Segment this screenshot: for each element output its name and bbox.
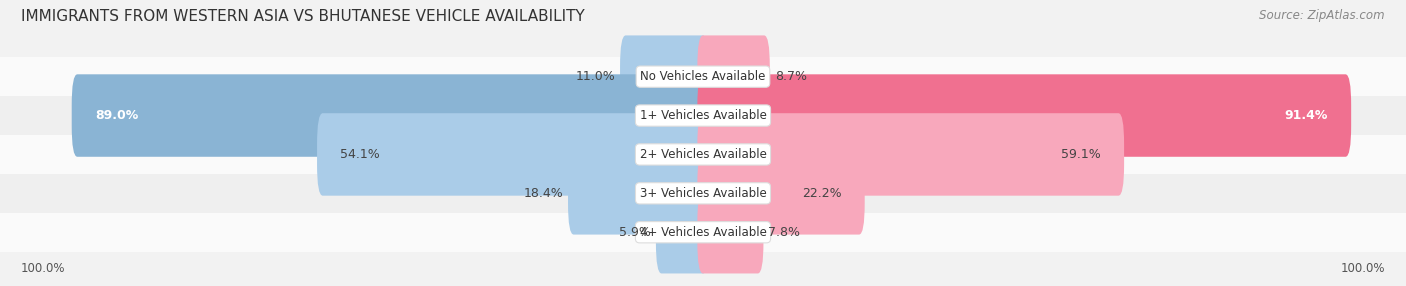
Text: 8.7%: 8.7% [775, 70, 807, 83]
Text: 7.8%: 7.8% [768, 226, 800, 239]
Bar [0, 213, 1406, 252]
FancyBboxPatch shape [697, 35, 770, 118]
Text: 4+ Vehicles Available: 4+ Vehicles Available [640, 226, 766, 239]
Bar [0, 57, 1406, 96]
Bar [0, 135, 1406, 174]
FancyBboxPatch shape [697, 152, 865, 235]
FancyBboxPatch shape [697, 74, 1351, 157]
Text: 2+ Vehicles Available: 2+ Vehicles Available [640, 148, 766, 161]
FancyBboxPatch shape [318, 113, 709, 196]
FancyBboxPatch shape [620, 35, 709, 118]
Text: IMMIGRANTS FROM WESTERN ASIA VS BHUTANESE VEHICLE AVAILABILITY: IMMIGRANTS FROM WESTERN ASIA VS BHUTANES… [21, 9, 585, 23]
Text: 22.2%: 22.2% [801, 187, 841, 200]
Text: 100.0%: 100.0% [1340, 262, 1385, 275]
Text: 11.0%: 11.0% [575, 70, 616, 83]
FancyBboxPatch shape [655, 191, 709, 273]
Text: 3+ Vehicles Available: 3+ Vehicles Available [640, 187, 766, 200]
Text: 18.4%: 18.4% [523, 187, 564, 200]
FancyBboxPatch shape [697, 191, 763, 273]
Text: 5.9%: 5.9% [619, 226, 651, 239]
FancyBboxPatch shape [568, 152, 709, 235]
Bar [0, 174, 1406, 213]
Text: 100.0%: 100.0% [21, 262, 66, 275]
FancyBboxPatch shape [72, 74, 709, 157]
Text: 1+ Vehicles Available: 1+ Vehicles Available [640, 109, 766, 122]
FancyBboxPatch shape [697, 113, 1125, 196]
Text: 91.4%: 91.4% [1285, 109, 1329, 122]
Text: 89.0%: 89.0% [94, 109, 138, 122]
Text: Source: ZipAtlas.com: Source: ZipAtlas.com [1260, 9, 1385, 21]
Text: 54.1%: 54.1% [340, 148, 380, 161]
Text: 59.1%: 59.1% [1062, 148, 1101, 161]
Bar [0, 96, 1406, 135]
Text: No Vehicles Available: No Vehicles Available [640, 70, 766, 83]
